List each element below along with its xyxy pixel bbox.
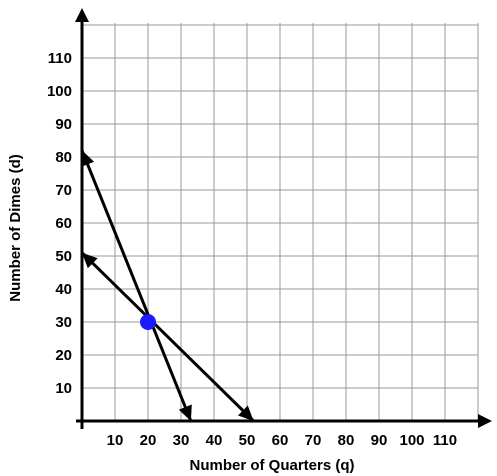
x-tick-label: 50	[239, 432, 256, 449]
x-tick-label: 10	[107, 432, 124, 449]
data-points	[140, 314, 156, 330]
y-tick-label: 60	[55, 215, 72, 232]
series-lines	[80, 149, 255, 423]
series-line-1	[80, 149, 193, 422]
y-tick-label: 80	[55, 149, 72, 166]
x-axis-label: Number of Quarters (q)	[189, 457, 354, 474]
data-point	[140, 314, 156, 330]
y-tick-label: 100	[47, 83, 72, 100]
x-tick-label: 90	[371, 432, 388, 449]
x-tick-label: 30	[173, 432, 190, 449]
series-arrowhead	[237, 405, 254, 421]
y-tick-label: 70	[55, 182, 72, 199]
y-tick-label: 30	[55, 314, 72, 331]
y-tick-label: 10	[55, 380, 72, 397]
grid	[82, 23, 479, 421]
x-tick-label: 110	[433, 432, 457, 449]
x-tick-label: 70	[305, 432, 322, 449]
y-tick-label: 110	[48, 50, 72, 67]
x-tick-label: 80	[338, 432, 355, 449]
y-tick-labels: 10 20 30 40 50 60 70 80 90 100 110	[47, 50, 72, 397]
y-tick-label: 40	[55, 281, 72, 298]
y-tick-label: 20	[55, 347, 72, 364]
axes	[75, 8, 492, 429]
y-axis-label: Number of Dimes (d)	[7, 154, 24, 302]
series-arrowhead	[82, 252, 98, 269]
x-tick-label: 40	[206, 432, 223, 449]
y-tick-label: 90	[55, 116, 72, 133]
y-tick-label: 50	[55, 248, 72, 265]
x-tick-labels: 10 20 30 40 50 60 70 80 90 100 110	[107, 432, 457, 449]
series-arrowhead	[178, 404, 192, 421]
y-axis-arrowhead	[75, 8, 89, 22]
x-tick-label: 20	[140, 432, 157, 449]
series-arrowhead	[81, 150, 95, 167]
series-line-2	[80, 251, 255, 423]
x-tick-label: 60	[272, 432, 289, 449]
x-axis-arrowhead	[478, 414, 492, 428]
x-tick-label: 100	[399, 432, 424, 449]
